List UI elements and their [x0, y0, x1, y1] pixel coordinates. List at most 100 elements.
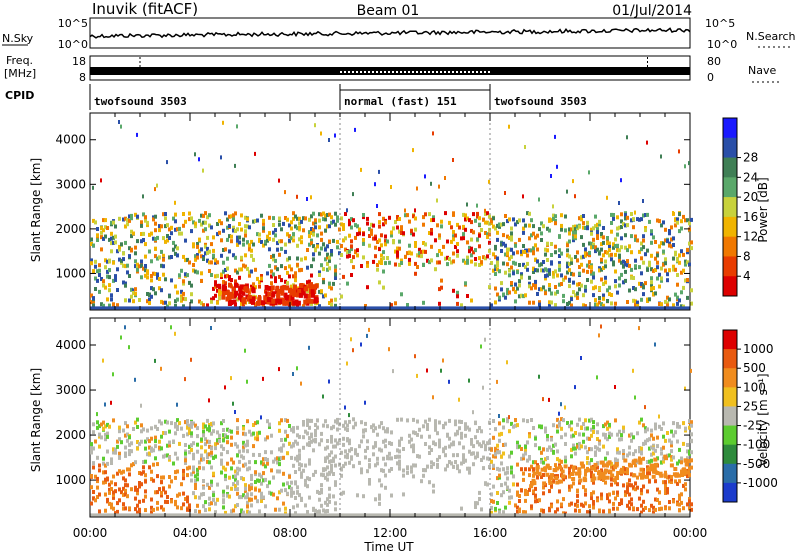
heatmap-cell: [352, 348, 354, 353]
heatmap-cell: [122, 476, 125, 481]
heatmap-cell: [198, 306, 201, 310]
heatmap-cell: [604, 259, 607, 264]
heatmap-cell: [120, 335, 122, 340]
heatmap-cell: [537, 306, 540, 310]
heatmap-cell: [636, 303, 639, 308]
heatmap-cell: [142, 194, 144, 199]
heatmap-cell: [162, 454, 165, 459]
heatmap-cell: [508, 488, 511, 493]
heatmap-cell: [508, 268, 511, 273]
heatmap-cell: [648, 471, 651, 476]
heatmap-cell: [328, 486, 331, 491]
heatmap-cell: [402, 492, 405, 497]
heatmap-cell: [322, 242, 325, 247]
heatmap-cell: [314, 225, 317, 230]
heatmap-cell: [516, 505, 519, 510]
heatmap-cell: [560, 282, 563, 286]
heatmap-cell: [636, 507, 639, 512]
heatmap-cell: [428, 212, 431, 217]
heatmap-cell: [196, 270, 199, 275]
heatmap-cell: [120, 124, 122, 129]
heatmap-cell: [472, 250, 475, 255]
heatmap-cell: [288, 424, 291, 428]
heatmap-cell: [406, 251, 409, 256]
heatmap-cell: [298, 268, 301, 273]
heatmap-cell: [245, 288, 250, 294]
heatmap-cell: [540, 262, 543, 267]
heatmap-cell: [218, 283, 221, 288]
heatmap-cell: [640, 450, 643, 455]
heatmap-cell: [362, 238, 365, 242]
heatmap-cell: [466, 202, 468, 207]
heatmap-cell: [412, 463, 415, 468]
heatmap-cell: [240, 267, 243, 272]
heatmap-cell: [599, 460, 604, 465]
heatmap-cell: [284, 190, 286, 195]
heatmap-cell: [608, 469, 613, 474]
heatmap-cell: [596, 375, 598, 380]
heatmap-cell: [216, 306, 219, 310]
heatmap-cell: [634, 303, 637, 308]
heatmap-cell: [234, 504, 237, 509]
heatmap-cell: [180, 306, 183, 310]
heatmap-cell: [670, 429, 673, 434]
heatmap-cell: [222, 248, 225, 252]
heatmap-cell: [354, 422, 357, 427]
heatmap-cell: [324, 475, 327, 480]
heatmap-cell: [232, 213, 235, 218]
heatmap-cell: [278, 239, 281, 244]
heatmap-cell: [344, 449, 347, 454]
heatmap-cell: [279, 306, 282, 310]
heatmap-cell: [548, 300, 551, 305]
heatmap-cell: [480, 444, 483, 449]
heatmap-cell: [134, 259, 137, 264]
heatmap-cell: [604, 456, 607, 461]
heatmap-cell: [590, 427, 593, 432]
heatmap-cell: [268, 425, 271, 429]
heatmap-cell: [630, 438, 633, 443]
heatmap-cell: [231, 306, 234, 310]
heatmap-cell: [652, 235, 655, 240]
heatmap-cell: [573, 513, 576, 517]
heatmap-cell: [372, 259, 375, 264]
heatmap-cell: [630, 267, 633, 272]
heatmap-cell: [180, 482, 183, 487]
heatmap-cell: [326, 502, 329, 507]
heatmap-cell: [590, 433, 593, 438]
heatmap-cell: [558, 306, 561, 310]
heatmap-cell: [633, 513, 636, 517]
heatmap-cell: [620, 433, 623, 438]
heatmap-cell: [664, 470, 667, 475]
heatmap-cell: [552, 271, 555, 276]
velocity-colorbar-label: Velocity [m s⁻¹]: [756, 373, 770, 466]
heatmap-cell: [112, 506, 115, 511]
heatmap-cell: [688, 161, 690, 166]
heatmap-cell: [548, 478, 551, 483]
heatmap-cell: [592, 226, 595, 231]
heatmap-cell: [308, 217, 311, 222]
heatmap-cell: [634, 463, 637, 468]
heatmap-cell: [306, 513, 309, 517]
heatmap-cell: [482, 217, 485, 222]
heatmap-cell: [670, 480, 673, 484]
colorbar-swatch: [723, 177, 737, 198]
heatmap-cell: [604, 435, 607, 440]
heatmap-cell: [234, 477, 237, 482]
heatmap-cell: [220, 238, 223, 243]
heatmap-cell: [502, 467, 505, 472]
heatmap-cell: [620, 501, 623, 506]
heatmap-cell: [670, 477, 673, 482]
heatmap-cell: [342, 227, 345, 231]
heatmap-cell: [274, 258, 277, 263]
heatmap-cell: [314, 423, 317, 427]
heatmap-cell: [90, 442, 93, 447]
heatmap-cell: [162, 300, 165, 305]
heatmap-cell: [174, 200, 176, 205]
heatmap-cell: [220, 421, 223, 426]
heatmap-cell: [490, 499, 493, 503]
heatmap-cell: [278, 421, 281, 426]
heatmap-cell: [430, 460, 433, 465]
heatmap-cell: [428, 480, 431, 485]
heatmap-cell: [512, 271, 515, 276]
heatmap-cell: [300, 471, 303, 476]
